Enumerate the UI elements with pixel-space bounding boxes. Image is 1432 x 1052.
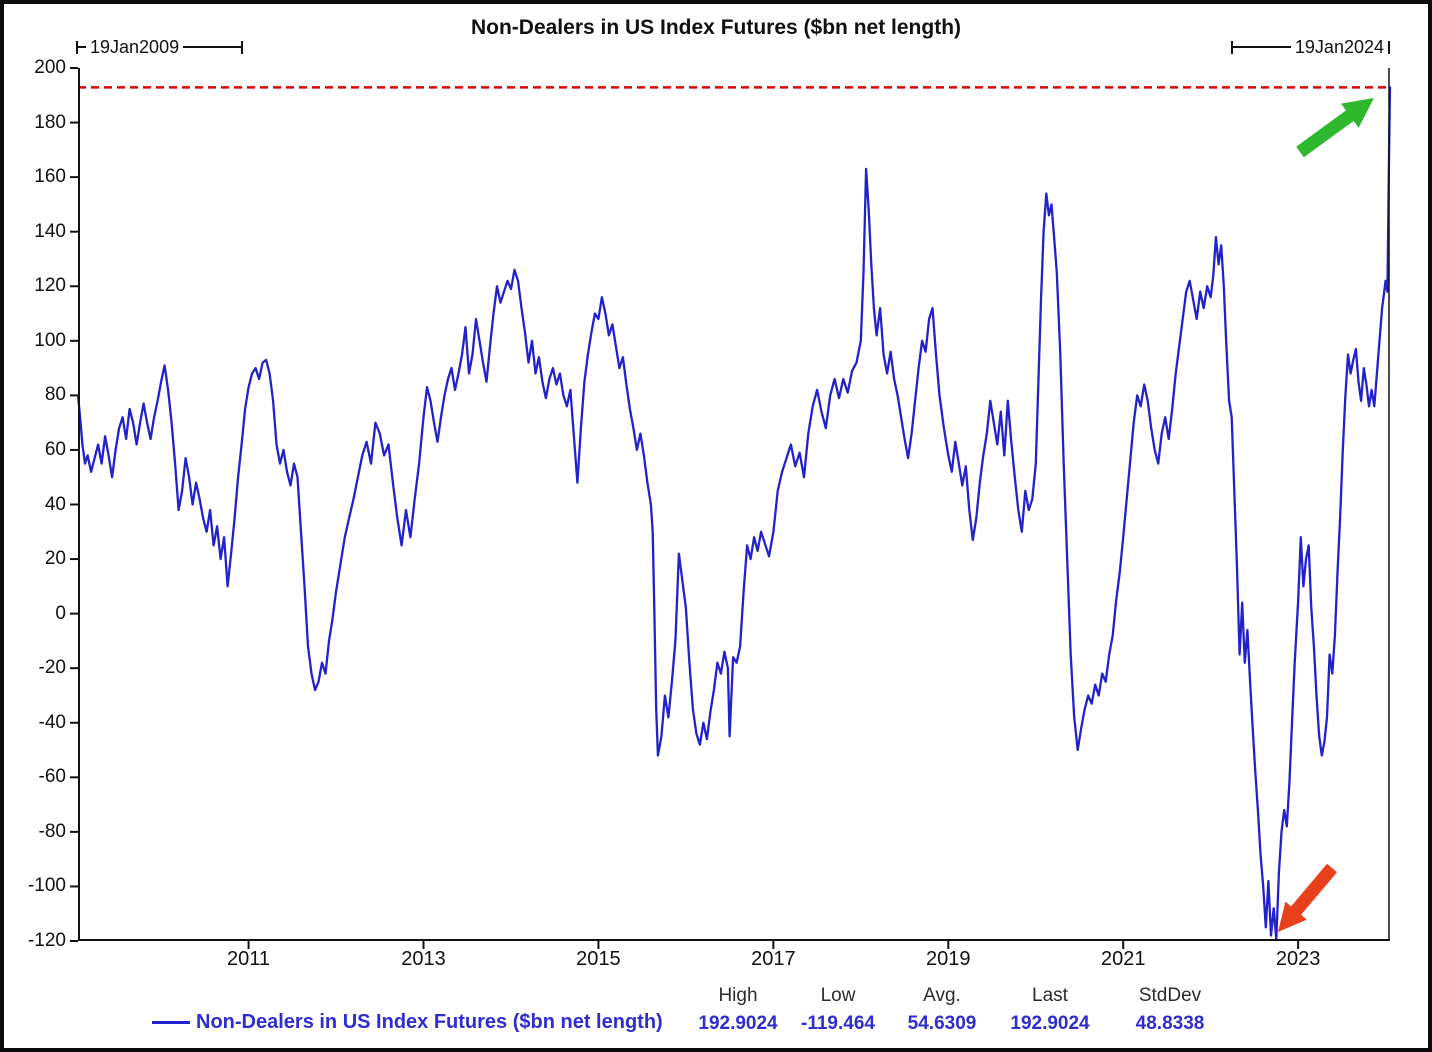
start-date-bracket: 19Jan2009 <box>76 37 244 57</box>
stat-value-low: -119.464 <box>801 1013 875 1034</box>
x-axis-label: 2019 <box>926 948 971 970</box>
series-line-sample <box>152 1021 190 1024</box>
y-axis-label: 60 <box>44 438 66 460</box>
stat-value-high: 192.9024 <box>698 1013 778 1034</box>
y-axis-label: 100 <box>34 329 66 351</box>
bracket-line <box>1232 46 1291 48</box>
bracket-tick <box>1230 40 1233 54</box>
series-line <box>76 86 1392 941</box>
y-axis-label: 180 <box>34 111 66 133</box>
y-axis-label: -80 <box>38 820 66 842</box>
y-axis-label: 40 <box>44 493 66 515</box>
y-axis-label: 0 <box>55 602 66 624</box>
y-axis-label: 200 <box>34 57 66 78</box>
x-axis-label: 2017 <box>751 948 796 970</box>
end-date-bracket: 19Jan2024 <box>1230 37 1390 57</box>
red-arrow-icon <box>1278 863 1337 932</box>
stat-header-low: Low <box>820 985 856 1006</box>
stat-header-last: Last <box>1032 985 1068 1006</box>
plot-area <box>70 67 1392 949</box>
x-axis-label: 2015 <box>576 948 621 970</box>
y-axis-label: 120 <box>34 275 66 297</box>
chart-title: Non-Dealers in US Index Futures ($bn net… <box>470 16 962 39</box>
y-axis-label: 160 <box>34 166 66 188</box>
stat-header-high: High <box>718 985 758 1006</box>
stat-value-stddev: 48.8338 <box>1135 1013 1205 1034</box>
x-axis-label: 2013 <box>401 948 446 970</box>
x-axis-label: 2011 <box>227 948 271 970</box>
bracket-line <box>78 46 86 48</box>
bracket-tick <box>241 40 244 54</box>
bracket-tick <box>1388 40 1390 54</box>
y-axis-label: -60 <box>38 766 66 788</box>
y-axis-label: -20 <box>38 657 66 679</box>
x-axis-label: 2023 <box>1275 948 1321 970</box>
stat-header-stddev: StdDev <box>1138 985 1202 1006</box>
series-label: Non-Dealers in US Index Futures ($bn net… <box>196 1011 663 1033</box>
y-axis-label: 20 <box>44 548 66 570</box>
y-axis-label: -100 <box>27 875 66 897</box>
bracket-tick <box>76 40 78 54</box>
bracket-line <box>183 46 242 48</box>
stat-value-avg: 54.6309 <box>907 1013 977 1034</box>
y-axis-label: 140 <box>34 220 66 242</box>
y-axis-label: -120 <box>27 930 66 951</box>
legend: Non-Dealers in US Index Futures ($bn net… <box>152 1011 663 1034</box>
y-axis-label: 80 <box>44 384 66 406</box>
stat-value-last: 192.9024 <box>1010 1013 1090 1034</box>
start-date-label: 19Jan2009 <box>90 37 180 57</box>
stats-header-row: High Low Avg. Last StdDev <box>688 985 1236 1007</box>
y-axis-label: -40 <box>38 711 66 733</box>
green-arrow-icon <box>1296 98 1374 158</box>
x-axis-label: 2021 <box>1100 948 1146 970</box>
end-date-label: 19Jan2024 <box>1294 37 1384 57</box>
stat-header-avg: Avg. <box>923 985 961 1006</box>
stats-value-row: 192.9024 -119.464 54.6309 192.9024 48.83… <box>688 1013 1236 1035</box>
